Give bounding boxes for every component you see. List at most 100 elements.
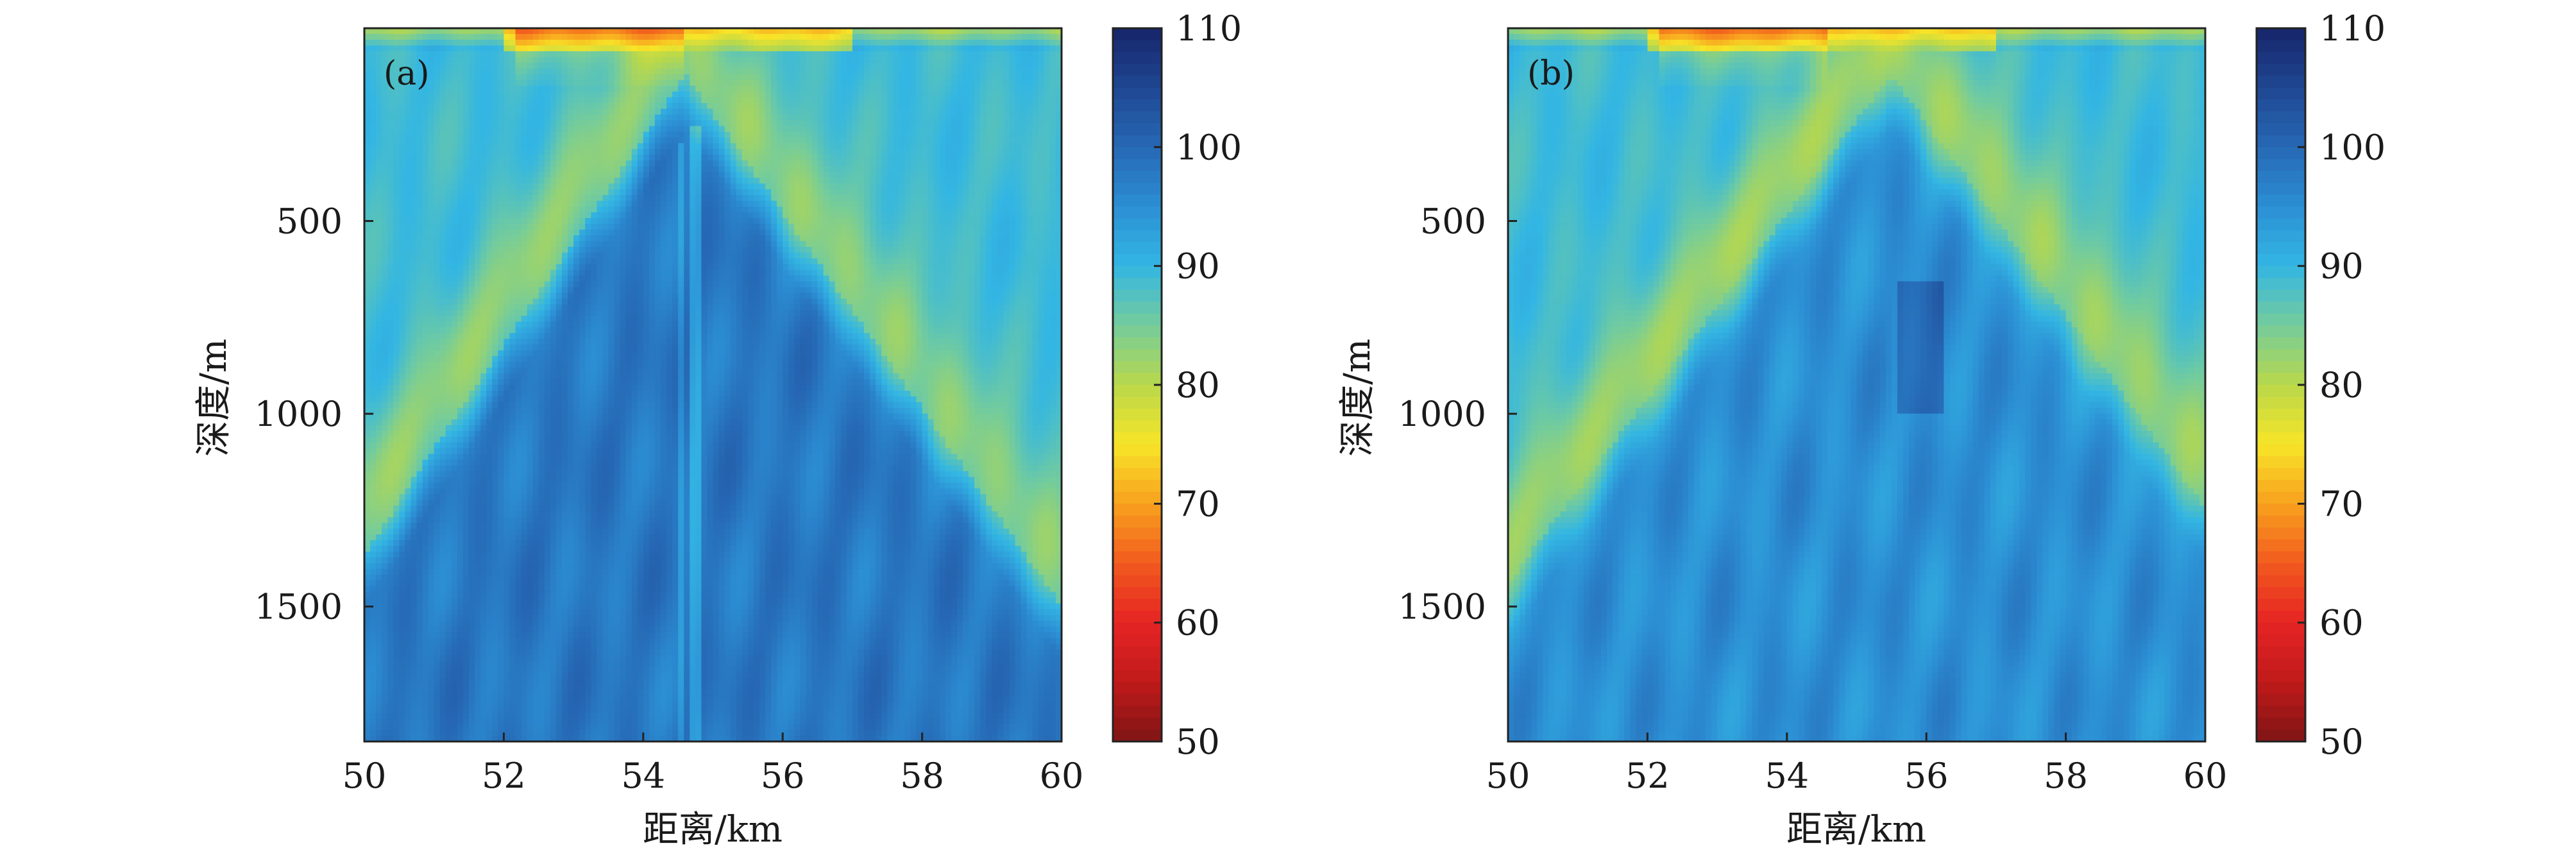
- heat-cell: [910, 183, 917, 190]
- heat-cell: [852, 160, 859, 167]
- heat-cell: [1003, 149, 1010, 155]
- heat-cell: [684, 131, 690, 138]
- heat-cell: [695, 137, 702, 144]
- heat-cell: [562, 51, 568, 58]
- heat-cell: [725, 120, 731, 126]
- heat-cell: [736, 172, 743, 178]
- heat-cell: [399, 131, 405, 138]
- heat-cell: [399, 178, 405, 184]
- heat-cell: [1021, 86, 1028, 92]
- heat-cell: [713, 126, 720, 132]
- heat-cell: [800, 172, 806, 178]
- heat-cell: [1027, 51, 1033, 58]
- heat-cell: [1033, 115, 1039, 121]
- heat-cell: [847, 109, 853, 115]
- heat-cell: [643, 34, 650, 40]
- heat-cell: [852, 115, 859, 121]
- heat-cell: [701, 137, 708, 144]
- heat-cell: [713, 80, 720, 87]
- heat-cell: [742, 207, 749, 213]
- heat-cell: [608, 69, 614, 75]
- heat-cell: [963, 195, 969, 201]
- heat-cell: [725, 74, 731, 81]
- heat-cell: [376, 120, 382, 126]
- heat-cell: [643, 155, 650, 161]
- heat-cell: [1050, 74, 1056, 81]
- heat-cell: [736, 51, 743, 58]
- heat-cell: [417, 207, 423, 213]
- heat-cell: [597, 195, 603, 201]
- heat-cell: [806, 57, 812, 64]
- heat-cell: [463, 166, 470, 173]
- heat-cell: [701, 103, 708, 110]
- heat-cell: [614, 201, 621, 207]
- heat-cell: [893, 115, 899, 121]
- heat-cell: [568, 86, 574, 92]
- heat-cell: [382, 137, 388, 144]
- heat-cell: [655, 97, 661, 104]
- heat-cell: [486, 92, 493, 98]
- heat-cell: [765, 69, 772, 75]
- heat-cell: [748, 189, 754, 196]
- heat-cell: [1027, 63, 1033, 69]
- heat-cell: [516, 137, 522, 144]
- heat-cell: [690, 155, 696, 161]
- heat-cell: [446, 143, 452, 149]
- heat-cell: [1015, 172, 1022, 178]
- heat-cell: [643, 195, 650, 201]
- heat-cell: [1015, 120, 1022, 126]
- heat-cell: [608, 189, 614, 196]
- heat-cell: [771, 86, 777, 92]
- heat-cell: [661, 178, 667, 184]
- heat-cell: [771, 183, 777, 190]
- heat-cell: [742, 74, 749, 81]
- heat-cell: [417, 143, 423, 149]
- heat-cell: [788, 46, 795, 52]
- heat-cell: [579, 103, 586, 110]
- heat-cell: [568, 143, 574, 149]
- heat-cell: [533, 172, 539, 178]
- heat-cell: [568, 92, 574, 98]
- heat-cell: [811, 34, 818, 40]
- heat-cell: [934, 34, 940, 40]
- heat-cell: [864, 92, 870, 98]
- heat-cell: [486, 131, 493, 138]
- heat-cell: [957, 51, 963, 58]
- heat-cell: [695, 201, 702, 207]
- heat-cell: [539, 166, 545, 173]
- heat-cell: [876, 92, 882, 98]
- heat-cell: [684, 40, 690, 46]
- heat-cell: [440, 143, 446, 149]
- heat-cell: [661, 57, 667, 64]
- heat-cell: [509, 69, 516, 75]
- heat-cell: [521, 120, 528, 126]
- heat-cell: [777, 183, 783, 190]
- heat-cell: [573, 137, 580, 144]
- heat-cell: [579, 143, 586, 149]
- heat-cell: [550, 51, 557, 58]
- heat-cell: [997, 195, 1004, 201]
- heat-cell: [794, 46, 801, 52]
- heat-cell: [1050, 40, 1056, 46]
- heat-cell: [463, 178, 470, 184]
- heat-cell: [475, 160, 481, 167]
- heat-cell: [545, 201, 551, 207]
- heat-cell: [841, 51, 847, 58]
- heat-cell: [620, 86, 627, 92]
- heat-cell: [957, 86, 963, 92]
- heat-cell: [1033, 103, 1039, 110]
- heat-cell: [806, 183, 812, 190]
- heat-cell: [573, 69, 580, 75]
- heat-cell: [550, 195, 557, 201]
- heat-cell: [904, 103, 911, 110]
- heat-cell: [620, 149, 627, 155]
- heat-cell: [579, 155, 586, 161]
- heat-cell: [498, 34, 504, 40]
- heat-cell: [376, 166, 382, 173]
- heat-cell: [434, 103, 441, 110]
- heat-cell: [579, 189, 586, 196]
- heat-cell: [533, 189, 539, 196]
- heat-cell: [701, 97, 708, 104]
- heat-cell: [423, 183, 429, 190]
- heat-cell: [457, 149, 464, 155]
